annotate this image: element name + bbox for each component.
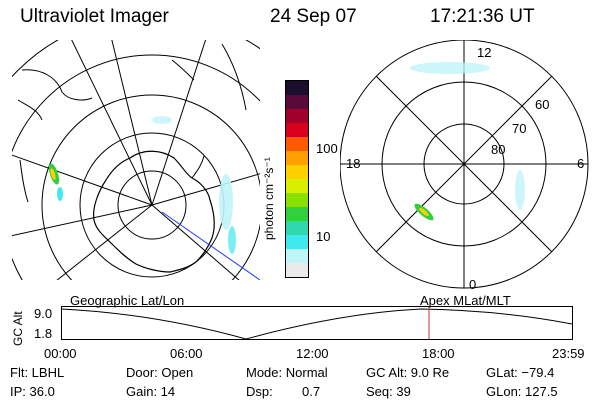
mag-panel-label: Apex MLat/MLT (420, 293, 511, 308)
mlat-label-70: 70 (512, 121, 527, 136)
mode-info: Mode: Normal (246, 365, 328, 380)
mlt-label-12: 12 (477, 45, 492, 60)
colorbar-segment (286, 263, 308, 277)
dsp-value: 0.7 (302, 384, 321, 399)
ip-info: IP: 36.0 (10, 384, 55, 399)
colorbar-tick-10: 10 (316, 229, 331, 244)
colorbar-segment (286, 221, 308, 235)
colorbar-segment (286, 235, 308, 249)
gc-alt-info: GC Alt: 9.0 Re (366, 365, 450, 380)
colorbar-unit-label: photon cm⁻²s⁻¹ (262, 157, 276, 240)
door-info: Door: Open (126, 365, 194, 380)
geographic-map (12, 40, 260, 280)
colorbar-segment (286, 165, 308, 179)
filter-info: Flt: LBHL (10, 365, 65, 380)
colorbar-segment (286, 179, 308, 193)
altitude-xtick-2359: 23:59 (552, 346, 585, 361)
colorbar-segment (286, 249, 308, 263)
altitude-ytick-high: 9.0 (34, 306, 53, 321)
instrument-title: Ultraviolet Imager (20, 6, 169, 27)
glon-info: GLon: 127.5 (486, 384, 558, 399)
altitude-xtick-0600: 06:00 (170, 346, 203, 361)
seq-info: Seq: 39 (366, 384, 411, 399)
mlat-label-80: 80 (491, 142, 506, 157)
gain-info: Gain: 14 (126, 384, 176, 399)
time-label: 17:21:36 UT (430, 6, 535, 27)
altitude-ylabel: GC Alt (11, 311, 25, 346)
dsp-label: Dsp: (246, 384, 273, 399)
colorbar-segment (286, 109, 308, 123)
colorbar-segment (286, 207, 308, 221)
altitude-xtick-1800: 18:00 (422, 346, 455, 361)
colorbar-segment (286, 95, 308, 109)
colorbar-segment (286, 137, 308, 151)
geo-panel-label: Geographic Lat/Lon (70, 293, 185, 308)
colorbar (285, 80, 309, 278)
colorbar-segment (286, 123, 308, 137)
glat-info: GLat: −79.4 (486, 365, 555, 380)
colorbar-segment (286, 81, 308, 95)
mlt-label-0: 0 (469, 277, 477, 292)
colorbar-segment (286, 193, 308, 207)
mlat-label-60: 60 (535, 97, 550, 112)
magnetic-polar-plot (340, 40, 589, 289)
colorbar-segment (286, 151, 308, 165)
altitude-xtick-0000: 00:00 (44, 346, 77, 361)
colorbar-tick-100: 100 (316, 141, 338, 156)
altitude-xtick-1200: 12:00 (296, 346, 329, 361)
mlt-label-18: 18 (346, 156, 361, 171)
date-label: 24 Sep 07 (270, 6, 357, 27)
altitude-ytick-low: 1.8 (34, 326, 53, 341)
altitude-plot (61, 306, 573, 340)
mlt-label-6: 6 (577, 156, 585, 171)
